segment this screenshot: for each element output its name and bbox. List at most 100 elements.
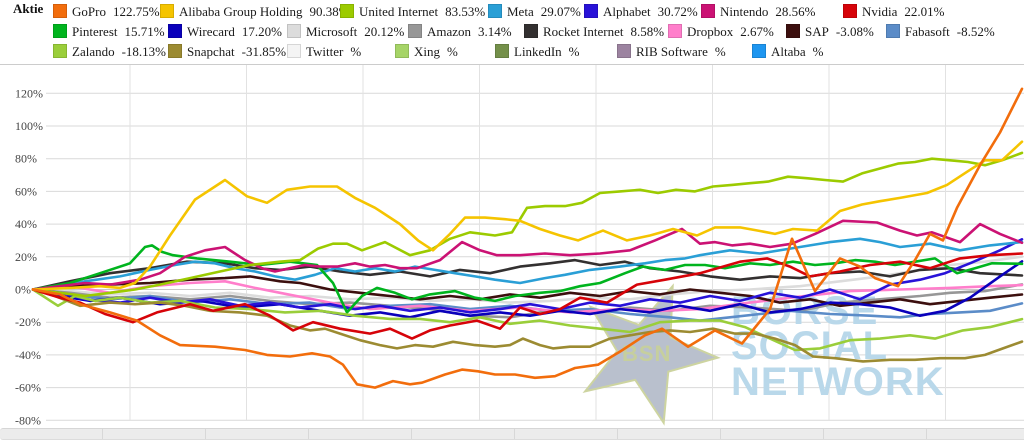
series-line-pinterest[interactable] <box>31 244 1024 314</box>
legend-item-microsoft[interactable]: Microsoft 20.12% <box>287 24 404 41</box>
star-icon <box>582 283 721 426</box>
legend-swatch-icon <box>408 24 422 38</box>
legend-swatch-icon <box>617 44 631 58</box>
legend-item-label: Rocket Internet <box>543 24 624 39</box>
legend-item-percent: 83.53% <box>445 4 486 19</box>
legend-item-label: Nintendo <box>720 4 769 19</box>
series-line-snapchat[interactable] <box>31 288 1024 363</box>
legend-item-percent: 30.72% <box>657 4 698 19</box>
legend-item-wirecard[interactable]: Wirecard 17.20% <box>168 24 282 41</box>
series-line-wirecard[interactable] <box>31 260 1024 319</box>
y-axis-tick-label: -40% <box>15 348 41 362</box>
y-axis-tick-label: -60% <box>15 381 41 395</box>
legend-swatch-icon <box>488 4 502 18</box>
legend-item-linkedin[interactable]: LinkedIn% <box>495 44 580 61</box>
y-axis-tick-label: 20% <box>15 250 37 264</box>
legend-item-percent: % <box>812 44 824 59</box>
legend-item-label: Wirecard <box>187 24 235 39</box>
legend-item-nintendo[interactable]: Nintendo 28.56% <box>701 4 815 21</box>
watermark-line: NETWORK <box>731 360 945 404</box>
legend-item-label: Pinterest <box>72 24 118 39</box>
legend-swatch-icon <box>495 44 509 58</box>
legend-item-zalando[interactable]: Zalando -18.13% <box>53 44 166 61</box>
legend-item-label: Microsoft <box>306 24 358 39</box>
legend-item-label: Altaba <box>771 44 806 59</box>
legend: Aktie GoPro 122.75% Alibaba Group Holding 9… <box>0 0 1024 65</box>
legend-swatch-icon <box>752 44 766 58</box>
line-chart-svg: 120%100%80%60%40%20%0%-20%-40%-60%-80%BS… <box>15 65 1024 427</box>
legend-item-percent: -3.08% <box>835 24 874 39</box>
legend-swatch-icon <box>53 44 67 58</box>
legend-item-label: Meta <box>507 4 534 19</box>
legend-item-label: LinkedIn <box>514 44 562 59</box>
legend-item-label: Nvidia <box>862 4 898 19</box>
legend-item-snapchat[interactable]: Snapchat -31.85% <box>168 44 286 61</box>
y-axis-tick-label: -20% <box>15 315 41 329</box>
legend-header: Aktie <box>13 1 44 16</box>
series-line-alibaba-group-holding[interactable] <box>31 140 1024 291</box>
legend-item-label: Amazon <box>427 24 472 39</box>
legend-swatch-icon <box>524 24 538 38</box>
legend-item-percent: % <box>714 44 726 59</box>
series-line-nintendo[interactable] <box>31 219 1024 291</box>
series-line-zalando[interactable] <box>31 288 1024 352</box>
legend-swatch-icon <box>287 44 301 58</box>
series-line-fabasoft[interactable] <box>31 288 1024 322</box>
legend-item-label: United Internet <box>359 4 439 19</box>
legend-swatch-icon <box>584 4 598 18</box>
legend-item-label: Zalando <box>72 44 115 59</box>
legend-item-percent: -8.52% <box>956 24 995 39</box>
legend-item-percent: 17.20% <box>241 24 282 39</box>
y-axis-tick-label: -80% <box>15 413 41 427</box>
legend-item-nvidia[interactable]: Nvidia 22.01% <box>843 4 944 21</box>
legend-item-alibaba-group-holding[interactable]: Alibaba Group Holding 90.38% <box>160 4 350 21</box>
legend-item-amazon[interactable]: Amazon 3.14% <box>408 24 512 41</box>
legend-item-label: Snapchat <box>187 44 235 59</box>
legend-item-dropbox[interactable]: Dropbox 2.67% <box>668 24 774 41</box>
legend-item-label: Fabasoft <box>905 24 950 39</box>
legend-item-percent: 28.56% <box>775 4 816 19</box>
legend-item-united-internet[interactable]: United Internet 83.53% <box>340 4 485 21</box>
legend-swatch-icon <box>53 24 67 38</box>
legend-item-fabasoft[interactable]: Fabasoft -8.52% <box>886 24 995 41</box>
y-axis-tick-label: 40% <box>15 217 37 231</box>
legend-item-label: GoPro <box>72 4 106 19</box>
legend-item-xing[interactable]: Xing% <box>395 44 458 61</box>
legend-item-percent: 122.75% <box>112 4 160 19</box>
legend-item-label: Twitter <box>306 44 344 59</box>
legend-item-pinterest[interactable]: Pinterest 15.71% <box>53 24 165 41</box>
legend-item-label: Alphabet <box>603 4 651 19</box>
legend-swatch-icon <box>786 24 800 38</box>
series-line-rocket-internet[interactable] <box>31 258 1024 291</box>
series-line-meta[interactable] <box>31 237 1024 291</box>
legend-item-meta[interactable]: Meta 29.07% <box>488 4 581 21</box>
legend-item-label: Alibaba Group Holding <box>179 4 303 19</box>
chart-scrollbar[interactable] <box>0 428 1024 440</box>
legend-swatch-icon <box>287 24 301 38</box>
y-axis-tick-label: 0% <box>15 283 31 297</box>
legend-item-alphabet[interactable]: Alphabet 30.72% <box>584 4 698 21</box>
legend-item-percent: 29.07% <box>540 4 581 19</box>
legend-item-label: SAP <box>805 24 829 39</box>
series-line-gopro[interactable] <box>31 87 1024 389</box>
legend-item-twitter[interactable]: Twitter% <box>287 44 361 61</box>
legend-item-altaba[interactable]: Altaba% <box>752 44 824 61</box>
legend-item-label: Xing <box>414 44 440 59</box>
legend-item-sap[interactable]: SAP -3.08% <box>786 24 874 41</box>
legend-item-gopro[interactable]: GoPro 122.75% <box>53 4 160 21</box>
legend-swatch-icon <box>886 24 900 38</box>
legend-item-rocket-internet[interactable]: Rocket Internet 8.58% <box>524 24 664 41</box>
legend-item-percent: 2.67% <box>740 24 774 39</box>
legend-swatch-icon <box>168 24 182 38</box>
legend-item-percent: % <box>568 44 580 59</box>
legend-item-percent: 90.38% <box>309 4 350 19</box>
legend-item-percent: 20.12% <box>364 24 405 39</box>
legend-swatch-icon <box>160 4 174 18</box>
series-line-amazon[interactable] <box>31 283 1024 319</box>
legend-swatch-icon <box>168 44 182 58</box>
legend-swatch-icon <box>843 4 857 18</box>
legend-item-rib-software[interactable]: RIB Software% <box>617 44 726 61</box>
legend-swatch-icon <box>668 24 682 38</box>
series-line-united-internet[interactable] <box>31 151 1024 298</box>
series-line-alphabet[interactable] <box>31 238 1024 314</box>
